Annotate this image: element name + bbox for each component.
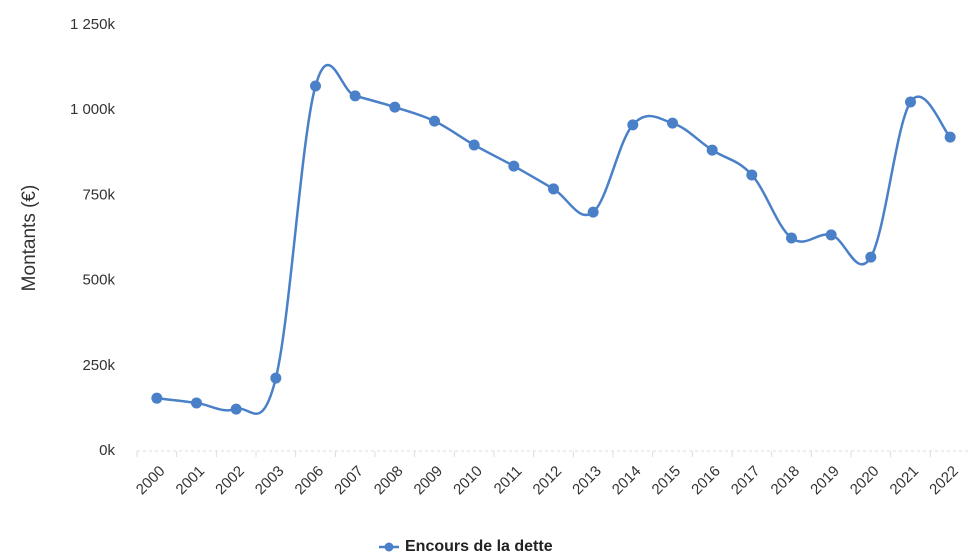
x-tick-label: 2001 bbox=[173, 463, 209, 499]
x-tick-label: 2007 bbox=[331, 463, 367, 499]
data-point bbox=[151, 392, 163, 404]
data-point bbox=[706, 144, 718, 156]
data-point bbox=[508, 160, 520, 172]
x-tick-label: 2008 bbox=[371, 463, 407, 499]
legend-label: Encours de la dette bbox=[405, 538, 553, 555]
data-point bbox=[587, 206, 599, 218]
x-tick-label: 2019 bbox=[807, 463, 843, 499]
x-tick-label: 2015 bbox=[649, 463, 685, 499]
y-tick-label: 1 250k bbox=[70, 16, 116, 33]
data-point bbox=[389, 101, 401, 113]
legend-marker bbox=[384, 542, 394, 552]
data-point bbox=[468, 139, 480, 151]
data-point bbox=[944, 131, 956, 143]
data-point bbox=[429, 115, 440, 127]
data-point bbox=[270, 372, 282, 384]
x-tick-label: 2002 bbox=[212, 463, 248, 499]
x-tick-label: 2017 bbox=[728, 463, 764, 499]
x-tick-label: 2003 bbox=[252, 463, 288, 499]
data-point bbox=[627, 119, 639, 131]
data-point bbox=[548, 183, 559, 195]
data-point bbox=[230, 403, 242, 415]
data-point bbox=[349, 90, 361, 102]
x-tick-label: 2009 bbox=[411, 463, 447, 499]
x-tick-label: 2006 bbox=[292, 463, 328, 499]
x-tick-label: 2021 bbox=[887, 463, 923, 499]
x-tick-label: 2010 bbox=[450, 463, 486, 499]
data-point bbox=[905, 96, 916, 108]
x-tick-label: 2011 bbox=[491, 463, 526, 498]
y-tick-label: 0k bbox=[99, 442, 115, 459]
x-tick-label: 2022 bbox=[926, 463, 962, 499]
x-tick-label: 2013 bbox=[569, 463, 605, 499]
data-point bbox=[191, 397, 202, 409]
data-point bbox=[310, 80, 321, 92]
data-point bbox=[667, 117, 678, 129]
data-point bbox=[865, 251, 877, 263]
y-tick-label: 250k bbox=[82, 357, 115, 374]
x-tick-label: 2020 bbox=[847, 463, 883, 499]
x-tick-label: 2000 bbox=[133, 463, 169, 499]
data-point bbox=[746, 169, 758, 181]
y-tick-label: 750k bbox=[82, 186, 115, 203]
x-tick-label: 2018 bbox=[768, 463, 804, 499]
data-point bbox=[825, 229, 837, 241]
y-tick-label: 500k bbox=[82, 272, 115, 289]
x-tick-label: 2012 bbox=[530, 463, 566, 499]
data-point bbox=[786, 232, 797, 244]
x-tick-label: 2014 bbox=[609, 463, 645, 499]
y-axis-label: Montants (€) bbox=[19, 185, 40, 292]
x-tick-label: 2016 bbox=[688, 463, 724, 499]
y-tick-label: 1 000k bbox=[70, 101, 116, 118]
